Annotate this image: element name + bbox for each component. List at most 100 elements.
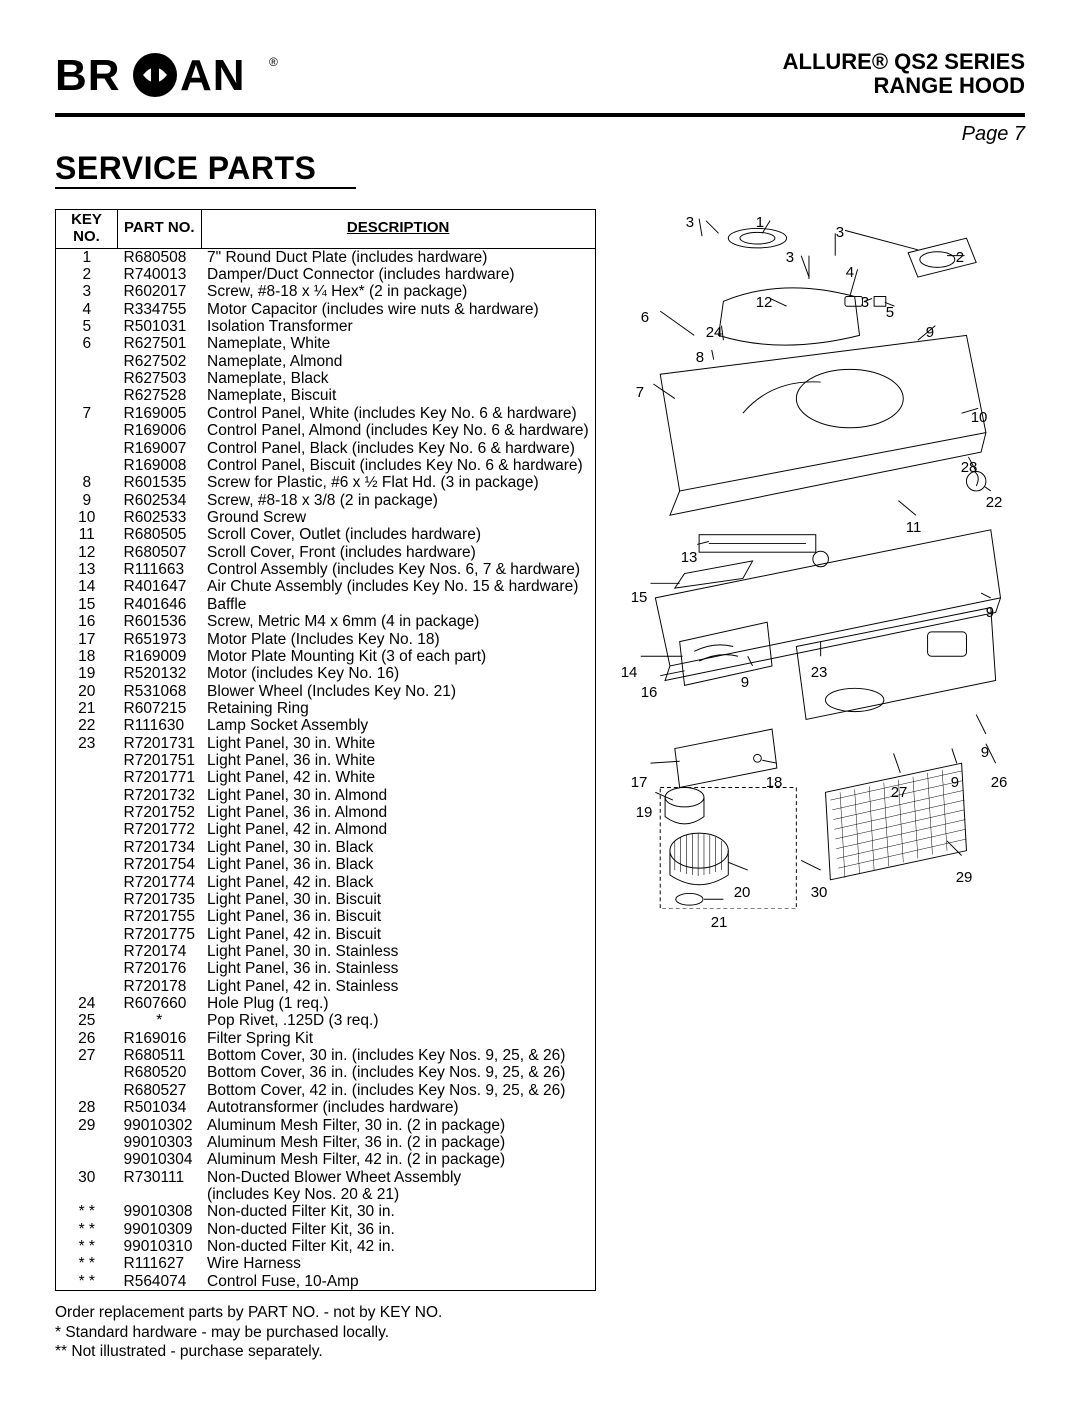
cell-desc: Light Panel, 42 in. Black — [201, 874, 595, 891]
cell-key: 27 — [56, 1047, 118, 1064]
table-row: R7201771Light Panel, 42 in. White — [56, 769, 596, 786]
cell-desc: Baffle — [201, 596, 595, 613]
table-row: R7201754Light Panel, 36 in. Black — [56, 856, 596, 873]
table-row: 3R602017Screw, #8-18 x ¼ Hex* (2 in pack… — [56, 283, 596, 300]
cell-part: R501031 — [118, 318, 202, 335]
cell-part: 99010304 — [118, 1151, 202, 1168]
cell-part: R680527 — [118, 1082, 202, 1099]
cell-key — [56, 960, 118, 977]
cell-desc: Light Panel, 42 in. Biscuit — [201, 926, 595, 943]
cell-desc: Motor (includes Key No. 16) — [201, 665, 595, 682]
cell-key: * * — [56, 1203, 118, 1220]
cell-desc: Air Chute Assembly (includes Key No. 15 … — [201, 578, 595, 595]
cell-desc: Motor Plate Mounting Kit (3 of each part… — [201, 648, 595, 665]
cell-part: R607215 — [118, 700, 202, 717]
table-row: 99010303Aluminum Mesh Filter, 36 in. (2 … — [56, 1134, 596, 1151]
cell-part — [118, 1186, 202, 1203]
cell-part: R401646 — [118, 596, 202, 613]
cell-desc: Light Panel, 30 in. Almond — [201, 787, 595, 804]
th-part: PART NO. — [118, 210, 202, 249]
header-rule — [55, 113, 1025, 117]
cell-part: 99010310 — [118, 1238, 202, 1255]
diagram-callout: 24 — [706, 324, 723, 341]
cell-desc: Screw for Plastic, #6 x ½ Flat Hd. (3 in… — [201, 474, 595, 491]
cell-desc: Light Panel, 36 in. Biscuit — [201, 908, 595, 925]
table-row: R720176Light Panel, 36 in. Stainless — [56, 960, 596, 977]
cell-desc: Hole Plug (1 req.) — [201, 995, 595, 1012]
table-row: 15R401646Baffle — [56, 596, 596, 613]
cell-desc: Screw, #8-18 x ¼ Hex* (2 in package) — [201, 283, 595, 300]
cell-desc: Aluminum Mesh Filter, 36 in. (2 in packa… — [201, 1134, 595, 1151]
diagram-callout: 20 — [734, 884, 751, 901]
exploded-diagram: 3133421235624987102822111315923149169171… — [616, 209, 1025, 909]
cell-key: 24 — [56, 995, 118, 1012]
cell-desc: Light Panel, 36 in. Almond — [201, 804, 595, 821]
cell-key — [56, 891, 118, 908]
cell-part: R680511 — [118, 1047, 202, 1064]
table-row: 9R602534Screw, #8-18 x 3/8 (2 in package… — [56, 492, 596, 509]
cell-key: 7 — [56, 405, 118, 422]
table-row: R169007Control Panel, Black (includes Ke… — [56, 440, 596, 457]
cell-part: R7201732 — [118, 787, 202, 804]
cell-part: 99010303 — [118, 1134, 202, 1151]
table-row: R627528Nameplate, Biscuit — [56, 387, 596, 404]
cell-desc: Non-ducted Filter Kit, 42 in. — [201, 1238, 595, 1255]
cell-key: 11 — [56, 526, 118, 543]
table-row: 18R169009Motor Plate Mounting Kit (3 of … — [56, 648, 596, 665]
parts-table: KEY NO. PART NO. DESCRIPTION 1R6805087" … — [55, 209, 596, 1291]
cell-key: 6 — [56, 335, 118, 352]
cell-part: R740013 — [118, 266, 202, 283]
table-row: 1R6805087" Round Duct Plate (includes ha… — [56, 248, 596, 266]
cell-key: 10 — [56, 509, 118, 526]
cell-part: R7201771 — [118, 769, 202, 786]
table-row: 7R169005Control Panel, White (includes K… — [56, 405, 596, 422]
cell-key — [56, 856, 118, 873]
diagram-callout: 9 — [741, 674, 749, 691]
cell-desc: Damper/Duct Connector (includes hardware… — [201, 266, 595, 283]
cell-key: 19 — [56, 665, 118, 682]
cell-part: R7201731 — [118, 735, 202, 752]
table-row: 17R651973Motor Plate (Includes Key No. 1… — [56, 631, 596, 648]
cell-desc: Control Panel, Black (includes Key No. 6… — [201, 440, 595, 457]
cell-key: 8 — [56, 474, 118, 491]
diagram-callout: 13 — [681, 549, 698, 566]
table-row: R7201775Light Panel, 42 in. Biscuit — [56, 926, 596, 943]
cell-part: R720174 — [118, 943, 202, 960]
diagram-callout: 5 — [886, 304, 894, 321]
cell-key: 17 — [56, 631, 118, 648]
diagram-callout: 9 — [951, 774, 959, 791]
cell-part: R7201755 — [118, 908, 202, 925]
cell-desc: Screw, #8-18 x 3/8 (2 in package) — [201, 492, 595, 509]
cell-part: R7201735 — [118, 891, 202, 908]
cell-desc: Motor Capacitor (includes wire nuts & ha… — [201, 301, 595, 318]
cell-part: R602533 — [118, 509, 202, 526]
cell-key: * * — [56, 1255, 118, 1272]
cell-part: R627501 — [118, 335, 202, 352]
page-header: BR AN ® ALLURE® QS2 SERIES RANGE HOOD — [55, 50, 1025, 107]
cell-desc: Control Fuse, 10-Amp — [201, 1273, 595, 1291]
svg-text:®: ® — [269, 55, 278, 69]
cell-key — [56, 978, 118, 995]
cell-part: R7201775 — [118, 926, 202, 943]
cell-part: R627502 — [118, 353, 202, 370]
cell-key: 29 — [56, 1117, 118, 1134]
table-row: R627502Nameplate, Almond — [56, 353, 596, 370]
footnote-line: * Standard hardware - may be purchased l… — [55, 1323, 596, 1342]
cell-key — [56, 943, 118, 960]
diagram-callout: 11 — [906, 519, 922, 536]
table-row: 2999010302Aluminum Mesh Filter, 30 in. (… — [56, 1117, 596, 1134]
diagram-callout: 14 — [621, 664, 638, 681]
cell-key — [56, 422, 118, 439]
cell-part: R601535 — [118, 474, 202, 491]
cell-part: * — [118, 1012, 202, 1029]
cell-key: 21 — [56, 700, 118, 717]
diagram-callout: 22 — [986, 494, 1003, 511]
table-row: 21R607215Retaining Ring — [56, 700, 596, 717]
table-row: R7201755Light Panel, 36 in. Biscuit — [56, 908, 596, 925]
table-row: R680520Bottom Cover, 36 in. (includes Ke… — [56, 1064, 596, 1081]
cell-part: R720176 — [118, 960, 202, 977]
cell-key: 22 — [56, 717, 118, 734]
table-row: 28R501034Autotransformer (includes hardw… — [56, 1099, 596, 1116]
footnote-line: ** Not illustrated - purchase separately… — [55, 1342, 596, 1361]
cell-desc: (includes Key Nos. 20 & 21) — [201, 1186, 595, 1203]
